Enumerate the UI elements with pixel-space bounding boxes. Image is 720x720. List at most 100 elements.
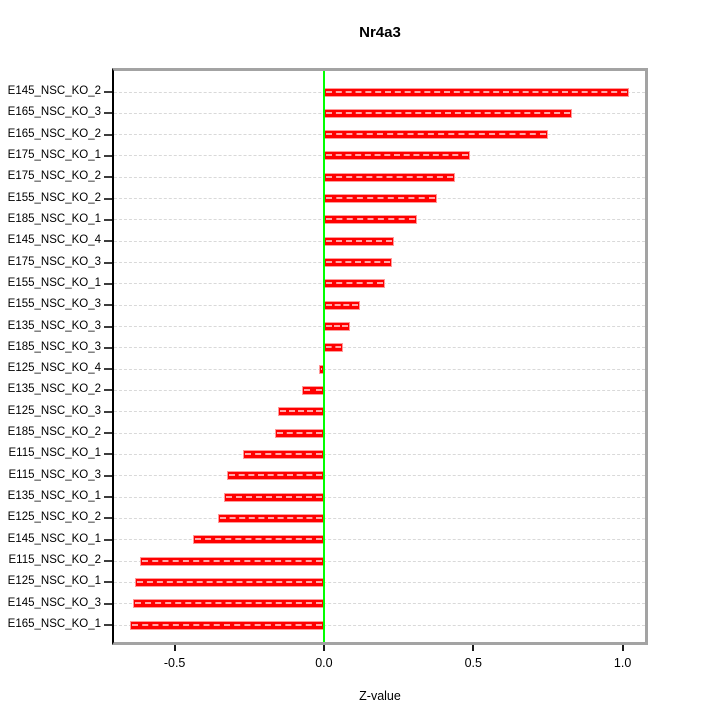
y-axis-label: E115_NSC_KO_3 bbox=[8, 468, 101, 481]
y-axis-label: E175_NSC_KO_1 bbox=[7, 148, 101, 161]
gridline bbox=[114, 453, 645, 455]
y-axis-label: E135_NSC_KO_3 bbox=[7, 319, 101, 332]
y-axis-label: E145_NSC_KO_1 bbox=[7, 532, 101, 545]
y-tick bbox=[104, 496, 112, 499]
x-tick-label: 1.0 bbox=[613, 656, 632, 670]
y-tick bbox=[104, 581, 112, 584]
y-axis-label: E125_NSC_KO_4 bbox=[7, 362, 101, 375]
y-axis-label: E185_NSC_KO_3 bbox=[7, 340, 101, 353]
y-axis-label: E125_NSC_KO_1 bbox=[7, 575, 101, 588]
bar-dash-pattern bbox=[325, 197, 436, 200]
gridline bbox=[114, 496, 645, 498]
bar-dash-pattern bbox=[225, 495, 322, 498]
y-axis-label: E165_NSC_KO_2 bbox=[7, 127, 101, 140]
bar-dash-pattern bbox=[219, 516, 322, 519]
y-tick bbox=[104, 304, 112, 307]
y-axis-label: E135_NSC_KO_1 bbox=[7, 490, 101, 503]
y-tick bbox=[104, 133, 112, 136]
y-tick bbox=[104, 261, 112, 264]
bar bbox=[323, 130, 548, 140]
y-tick bbox=[104, 560, 112, 563]
bar-dash-pattern bbox=[132, 623, 322, 626]
bar-dash-pattern bbox=[303, 388, 322, 391]
bar-dash-pattern bbox=[325, 175, 454, 178]
bar-dash-pattern bbox=[325, 346, 342, 349]
y-axis-label: E145_NSC_KO_3 bbox=[7, 596, 101, 609]
x-tick bbox=[621, 645, 624, 651]
x-tick bbox=[472, 645, 475, 651]
gridline bbox=[114, 539, 645, 541]
y-axis-label: E145_NSC_KO_4 bbox=[7, 234, 101, 247]
y-tick bbox=[104, 538, 112, 541]
y-axis-label: E155_NSC_KO_3 bbox=[7, 298, 101, 311]
bar bbox=[277, 407, 324, 417]
zero-line bbox=[322, 71, 325, 642]
bar-dash-pattern bbox=[134, 602, 322, 605]
bar-dash-pattern bbox=[325, 282, 384, 285]
y-axis-label: E115_NSC_KO_2 bbox=[8, 554, 101, 567]
bar bbox=[323, 258, 393, 268]
gridline bbox=[114, 432, 645, 434]
x-tick bbox=[322, 645, 325, 651]
bar bbox=[323, 215, 417, 225]
bar-dash-pattern bbox=[194, 538, 322, 541]
bar bbox=[323, 151, 471, 161]
bar bbox=[301, 385, 324, 395]
y-axis-label: E165_NSC_KO_3 bbox=[7, 106, 101, 119]
gridline bbox=[114, 581, 645, 583]
bar bbox=[323, 300, 360, 310]
bar-dash-pattern bbox=[142, 559, 322, 562]
bar bbox=[192, 535, 324, 545]
bar-dash-pattern bbox=[228, 474, 322, 477]
bar bbox=[323, 279, 386, 289]
gridline bbox=[114, 326, 645, 328]
y-tick bbox=[104, 218, 112, 221]
y-axis-label: E185_NSC_KO_1 bbox=[7, 212, 101, 225]
bar-dash-pattern bbox=[245, 452, 322, 455]
bar-dash-pattern bbox=[320, 367, 322, 370]
bar bbox=[274, 428, 324, 438]
x-tick bbox=[173, 645, 176, 651]
bar-dash-pattern bbox=[279, 410, 322, 413]
gridline bbox=[114, 624, 645, 626]
bar-dash-pattern bbox=[325, 90, 627, 93]
bar-dash-pattern bbox=[325, 218, 415, 221]
y-tick bbox=[104, 474, 112, 477]
gridline bbox=[114, 368, 645, 370]
bar bbox=[323, 322, 350, 332]
x-tick-label: 0.5 bbox=[464, 656, 482, 670]
bar-dash-pattern bbox=[325, 154, 469, 157]
y-tick bbox=[104, 389, 112, 392]
gridline bbox=[114, 517, 645, 519]
bar bbox=[226, 471, 324, 481]
bar bbox=[132, 599, 324, 609]
y-tick bbox=[104, 176, 112, 179]
chart-title: Nr4a3 bbox=[359, 24, 401, 41]
bar bbox=[323, 108, 572, 118]
x-tick-label: -0.5 bbox=[163, 656, 186, 670]
y-axis-label: E125_NSC_KO_3 bbox=[7, 404, 101, 417]
y-tick bbox=[104, 91, 112, 93]
gridline bbox=[114, 389, 645, 391]
bar-dash-pattern bbox=[325, 239, 393, 242]
bar bbox=[323, 87, 629, 97]
bar bbox=[223, 492, 324, 502]
bar bbox=[323, 172, 456, 182]
y-axis-label: E155_NSC_KO_1 bbox=[7, 276, 101, 289]
y-tick bbox=[104, 368, 112, 371]
gridline bbox=[114, 475, 645, 477]
y-tick bbox=[104, 432, 112, 435]
bar bbox=[323, 343, 344, 353]
bar-dash-pattern bbox=[325, 261, 391, 264]
y-axis-label: E165_NSC_KO_1 bbox=[7, 618, 101, 630]
gridline bbox=[114, 560, 645, 562]
bar bbox=[135, 577, 324, 587]
y-tick bbox=[104, 282, 112, 285]
y-axis-label: E145_NSC_KO_2 bbox=[7, 85, 101, 97]
y-tick bbox=[104, 453, 112, 456]
y-tick bbox=[104, 346, 112, 349]
y-axis-label: E125_NSC_KO_2 bbox=[7, 511, 101, 524]
y-axis-label: E185_NSC_KO_2 bbox=[7, 426, 101, 439]
bar-dash-pattern bbox=[325, 111, 570, 114]
